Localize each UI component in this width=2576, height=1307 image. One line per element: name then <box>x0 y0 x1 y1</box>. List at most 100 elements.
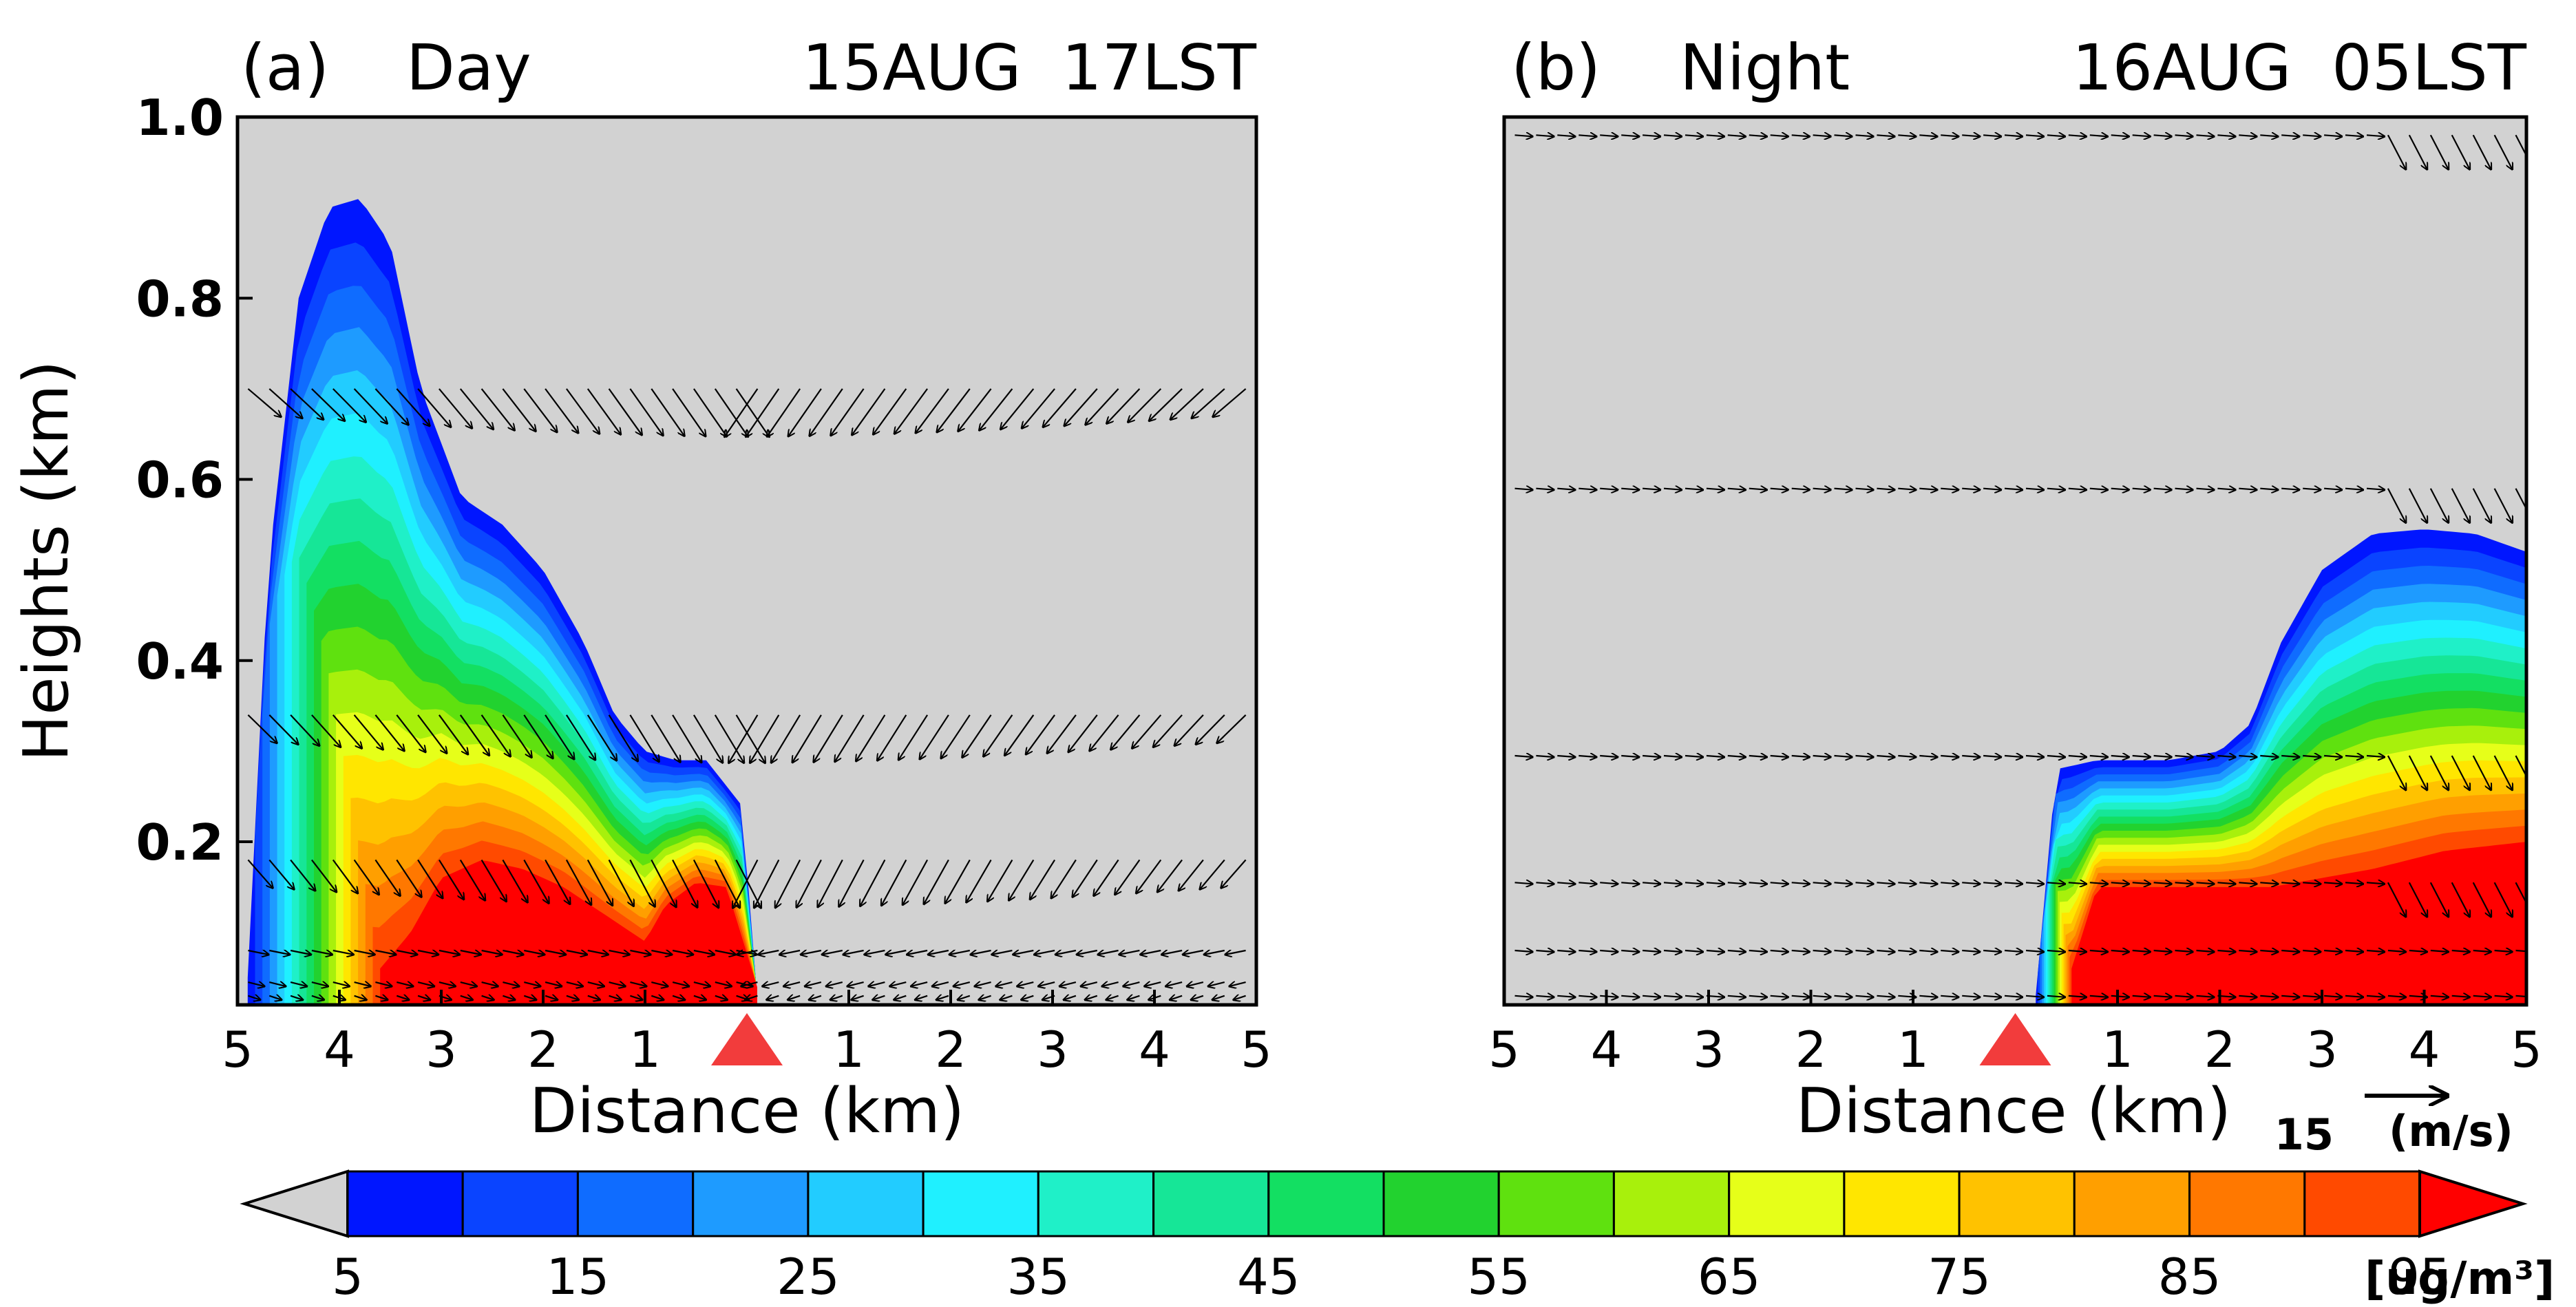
wind-vector-arrow-icon <box>945 859 971 903</box>
colorbar-under-triangle <box>240 1169 349 1238</box>
wind-vector-arrow-icon <box>396 388 430 426</box>
wind-vector-arrow-icon <box>1898 135 1916 136</box>
wind-vector-arrow-icon <box>1706 756 1724 757</box>
wind-vector-arrow-icon <box>290 714 319 746</box>
wind-vector-arrow-icon <box>1855 950 1874 952</box>
wind-vector-arrow-icon <box>459 859 485 900</box>
wind-vector-arrow-icon <box>332 982 350 986</box>
wind-vector-arrow-icon <box>1579 882 1596 884</box>
wind-vector-arrow-icon <box>545 859 570 904</box>
wind-vector-arrow-icon <box>651 388 684 436</box>
wind-vector-arrow-icon <box>2451 488 2470 523</box>
wind-vector-arrow-icon <box>2239 996 2257 997</box>
wind-vector-arrow-icon <box>826 982 843 986</box>
wind-vector-arrow-icon <box>1600 489 1618 490</box>
wind-vector-arrow-icon <box>2175 950 2193 952</box>
wind-vector-arrow-icon <box>2217 950 2235 952</box>
wind-vector-arrow-icon <box>2387 950 2406 952</box>
wind-vector-arrow-icon <box>1140 950 1161 955</box>
wind-vector-arrow-icon <box>503 982 519 986</box>
wind-vector-arrow-icon <box>971 950 991 955</box>
panel-day: (a) Day 15AUG 17LST 5 4 3 2 1 1 2 3 4 5 1.0 0.8 0.6… <box>10 31 1272 1147</box>
wind-vector-arrow-icon <box>396 996 409 1000</box>
panel-a-source-marker-icon <box>711 1013 783 1065</box>
wind-vector-arrow-icon <box>1043 388 1077 427</box>
wind-vector-arrow-icon <box>1749 882 1767 884</box>
panel-a-frame <box>235 115 1258 1007</box>
wind-vector-arrow-icon <box>750 714 780 763</box>
wind-vector-arrow-icon <box>1898 489 1916 490</box>
wind-vector-arrow-icon <box>566 950 587 955</box>
wind-vector-arrow-icon <box>2132 996 2151 997</box>
wind-vector-arrow-icon <box>735 388 770 437</box>
wind-vector-arrow-icon <box>1136 859 1162 893</box>
wind-vector-arrow-icon <box>877 714 907 761</box>
wind-vector-arrow-icon <box>1579 756 1596 757</box>
wind-vector-arrow-icon <box>651 996 664 1000</box>
wind-vector-arrow-icon <box>1621 489 1639 490</box>
wind-vector-arrow-icon <box>1557 996 1575 997</box>
wind-vector-arrow-icon <box>724 388 759 437</box>
wind-vector-arrow-icon <box>2303 882 2321 884</box>
wind-vector-arrow-icon <box>396 714 425 752</box>
wind-vector-arrow-icon <box>587 950 609 955</box>
wind-vector-arrow-icon <box>1000 388 1035 429</box>
wind-vector-arrow-icon <box>630 996 642 1000</box>
wind-vector-arrow-icon <box>2324 996 2342 997</box>
wind-vector-arrow-icon <box>1749 489 1767 490</box>
wind-vector-arrow-icon <box>1064 996 1077 1000</box>
wind-vector-arrow-icon <box>354 950 375 955</box>
wind-vector-arrow-icon <box>949 950 971 955</box>
wind-vector-arrow-icon <box>2387 134 2406 169</box>
x-tick-label: 3 <box>2306 1021 2338 1078</box>
wind-vector-arrow-icon <box>1834 996 1852 997</box>
wind-vector-arrow-icon <box>1106 996 1119 1000</box>
panel-b-concentration-contours <box>2036 529 2526 1005</box>
wind-vector-arrow-icon <box>2260 882 2278 884</box>
wind-vector-arrow-icon <box>1514 756 1533 757</box>
wind-vector-arrow-icon <box>1000 996 1013 1000</box>
wind-vector-arrow-icon <box>1536 489 1554 490</box>
wind-vector-arrow-icon <box>1770 996 1788 997</box>
wind-vector-arrow-icon <box>1514 882 1533 884</box>
wind-vector-arrow-icon <box>630 982 646 986</box>
wind-vector-arrow-icon <box>629 388 663 436</box>
wind-vector-arrow-icon <box>2047 489 2065 490</box>
wind-vector-arrow-icon <box>2132 489 2151 490</box>
wind-vector-arrow-icon <box>928 950 949 955</box>
wind-vector-arrow-icon <box>651 950 672 955</box>
wind-vector-arrow-icon <box>1013 950 1034 955</box>
wind-vector-arrow-icon <box>979 996 991 1000</box>
wind-vector-arrow-icon <box>1962 996 1980 997</box>
wind-vector-arrow-icon <box>417 996 430 1000</box>
wind-vector-arrow-icon <box>1727 756 1746 757</box>
wind-vector-arrow-icon <box>873 388 907 435</box>
wind-vector-arrow-icon <box>911 982 928 986</box>
wind-vector-arrow-icon <box>2111 950 2129 952</box>
wind-vector-arrow-icon <box>1855 489 1874 490</box>
wind-vector-arrow-icon <box>1791 135 1810 136</box>
wind-vector-arrow-icon <box>396 859 421 897</box>
wind-vector-arrow-icon <box>2153 489 2172 490</box>
wind-vector-arrow-icon <box>587 859 613 905</box>
wind-vector-arrow-icon <box>1600 996 1618 997</box>
wind-vector-arrow-icon <box>1727 996 1746 997</box>
x-tick-label: 5 <box>1241 1021 1272 1078</box>
wind-vector-arrow-icon <box>2387 488 2406 523</box>
colorbar-box <box>576 1170 695 1237</box>
wind-vector-arrow-icon <box>1770 135 1788 136</box>
wind-vector-arrow-icon <box>852 388 886 435</box>
panel-night: (b) Night 16AUG 05LST 5 4 3 2 1 1 2 3 4 5 Distanc… <box>1488 31 2542 1160</box>
wind-vector-arrow-icon <box>2089 135 2108 136</box>
colorbar-box <box>1382 1170 1500 1237</box>
wind-vector-arrow-icon <box>1643 756 1660 757</box>
wind-vector-arrow-icon <box>609 950 630 955</box>
wind-vector-arrow-icon <box>1791 950 1810 952</box>
colorbar-tick-label: 75 <box>1928 1248 1991 1306</box>
wind-vector-arrow-icon <box>2196 882 2215 884</box>
wind-vector-arrow-icon <box>995 982 1013 986</box>
wind-vector-arrow-icon <box>1536 882 1554 884</box>
y-tick-label: 0.6 <box>136 451 224 509</box>
wind-vector-arrow-icon <box>1813 950 1831 952</box>
wind-vector-arrow-icon <box>290 388 324 420</box>
